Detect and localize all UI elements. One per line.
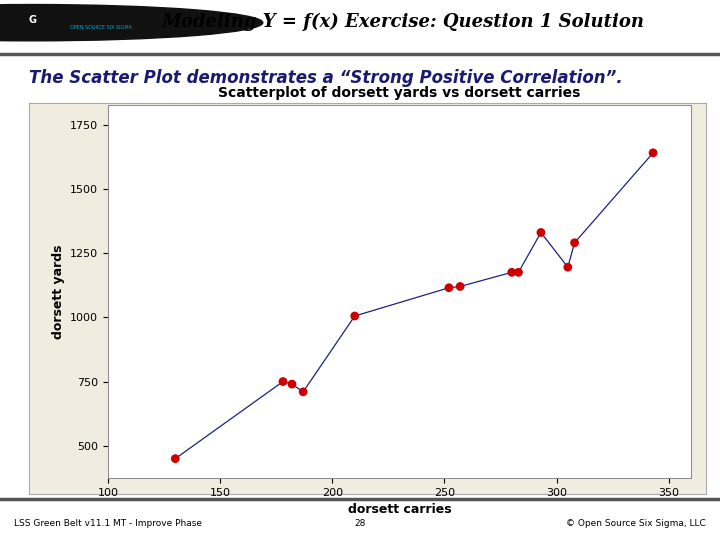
Circle shape [0, 4, 263, 41]
Text: The Scatter Plot demonstrates a “Strong Positive Correlation”.: The Scatter Plot demonstrates a “Strong … [29, 69, 623, 87]
Text: G: G [28, 15, 37, 25]
Point [169, 454, 181, 463]
Point [535, 228, 546, 237]
Point [647, 148, 659, 157]
Point [349, 312, 361, 320]
Text: OPEN SOURCE SIX SIGMA: OPEN SOURCE SIX SIGMA [70, 25, 132, 30]
Point [506, 268, 518, 276]
Point [562, 263, 574, 272]
Y-axis label: dorsett yards: dorsett yards [52, 244, 65, 339]
Point [297, 388, 309, 396]
Text: 28: 28 [354, 519, 366, 528]
Title: Scatterplot of dorsett yards vs dorsett carries: Scatterplot of dorsett yards vs dorsett … [218, 86, 581, 100]
Text: © Open Source Six Sigma, LLC: © Open Source Six Sigma, LLC [566, 519, 706, 528]
Point [277, 377, 289, 386]
X-axis label: dorsett carries: dorsett carries [348, 503, 451, 516]
Point [454, 282, 466, 291]
Text: Modeling Y = f(x) Exercise: Question 1 Solution: Modeling Y = f(x) Exercise: Question 1 S… [162, 12, 644, 31]
Point [286, 380, 297, 388]
Text: LSS Green Belt v11.1 MT - Improve Phase: LSS Green Belt v11.1 MT - Improve Phase [14, 519, 202, 528]
Point [444, 284, 455, 292]
Point [513, 268, 524, 276]
Point [569, 239, 580, 247]
